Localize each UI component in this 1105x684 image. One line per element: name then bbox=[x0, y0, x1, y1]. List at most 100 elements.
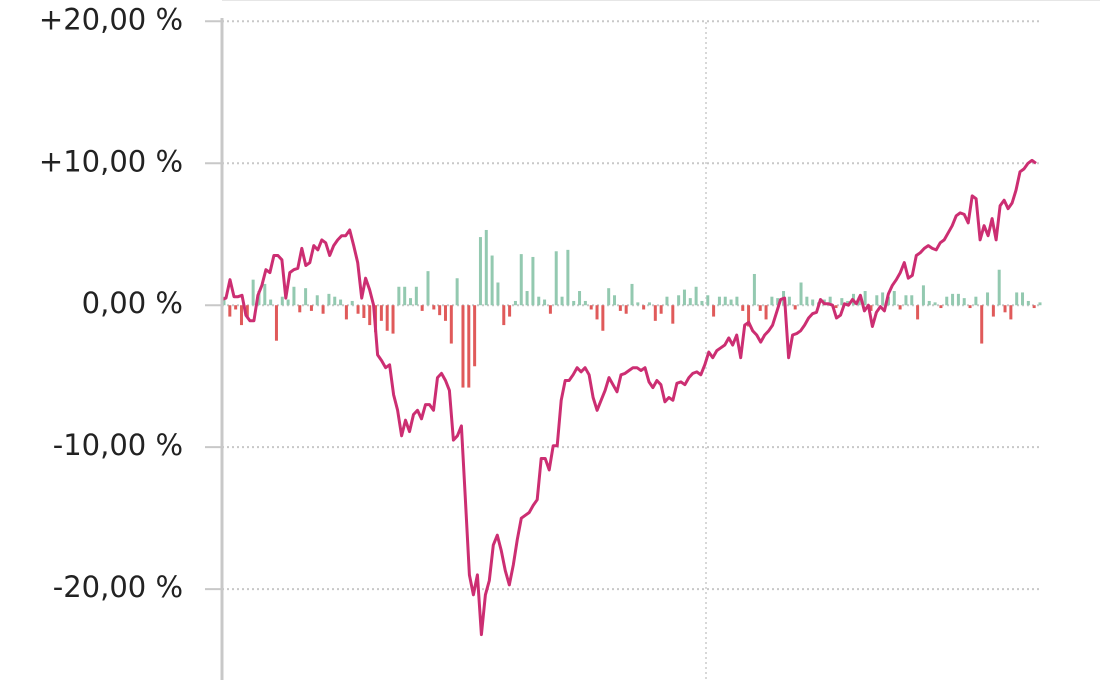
bar bbox=[805, 296, 809, 306]
bar bbox=[368, 305, 372, 326]
bar bbox=[776, 298, 780, 306]
bar bbox=[997, 269, 1001, 306]
bar bbox=[362, 305, 366, 318]
bar bbox=[968, 305, 972, 309]
bar bbox=[659, 305, 663, 314]
bar bbox=[274, 305, 278, 341]
bar bbox=[933, 302, 937, 306]
bar bbox=[717, 296, 721, 306]
bar bbox=[1026, 300, 1030, 306]
bar bbox=[840, 298, 844, 306]
bar bbox=[397, 286, 401, 306]
bar bbox=[618, 305, 622, 311]
bar bbox=[228, 305, 232, 317]
bar bbox=[677, 295, 681, 306]
bar bbox=[554, 251, 558, 306]
bar bbox=[752, 273, 756, 306]
bar bbox=[904, 295, 908, 306]
bar bbox=[449, 305, 453, 344]
bar bbox=[729, 299, 733, 306]
bar bbox=[653, 305, 657, 321]
y-tick-label: -10,00 % bbox=[53, 428, 183, 462]
bar bbox=[881, 292, 885, 306]
bar bbox=[694, 286, 698, 306]
bar bbox=[298, 305, 302, 313]
bar bbox=[566, 249, 570, 306]
bar bbox=[706, 295, 710, 306]
bar bbox=[764, 305, 768, 320]
bar bbox=[636, 302, 640, 306]
bar bbox=[1032, 305, 1036, 309]
bar bbox=[787, 296, 791, 306]
bar bbox=[333, 296, 337, 306]
bar bbox=[339, 299, 343, 306]
bar bbox=[747, 305, 751, 327]
bar bbox=[980, 305, 984, 344]
bar bbox=[770, 296, 774, 306]
bar bbox=[647, 302, 651, 306]
bar bbox=[741, 305, 745, 311]
bar bbox=[490, 255, 494, 306]
bar bbox=[379, 305, 383, 321]
bar bbox=[700, 300, 704, 306]
bar bbox=[607, 288, 611, 306]
bar bbox=[344, 305, 348, 320]
bar bbox=[991, 305, 995, 317]
bar bbox=[921, 285, 925, 306]
bar bbox=[525, 291, 529, 306]
bar bbox=[974, 296, 978, 306]
bar bbox=[548, 305, 552, 314]
bar bbox=[519, 254, 523, 306]
y-tick-label: -20,00 % bbox=[53, 570, 183, 604]
bar bbox=[898, 305, 902, 310]
bar bbox=[455, 278, 459, 306]
bar bbox=[315, 295, 319, 306]
bar bbox=[304, 288, 308, 306]
bar bbox=[869, 305, 873, 311]
bar bbox=[927, 300, 931, 306]
bar bbox=[461, 305, 465, 388]
bar bbox=[916, 305, 920, 320]
y-tick-label: 0,00 % bbox=[82, 286, 183, 320]
line bbox=[221, 158, 1037, 637]
bar bbox=[589, 305, 593, 310]
bar bbox=[403, 286, 407, 306]
bar bbox=[327, 293, 331, 306]
bar bbox=[846, 300, 850, 306]
bar bbox=[665, 296, 669, 306]
bar bbox=[560, 296, 564, 306]
bars bbox=[222, 229, 1042, 388]
bar bbox=[583, 300, 587, 306]
bar bbox=[502, 305, 506, 326]
y-tick-label: +10,00 % bbox=[39, 144, 183, 178]
bar bbox=[239, 305, 243, 326]
bar bbox=[438, 305, 442, 316]
bar bbox=[467, 305, 471, 388]
bar bbox=[910, 295, 914, 306]
bar bbox=[875, 295, 879, 306]
bar bbox=[280, 296, 284, 306]
bar bbox=[321, 305, 325, 314]
bar bbox=[572, 300, 576, 306]
bar bbox=[723, 296, 727, 306]
bar bbox=[478, 237, 482, 306]
bar bbox=[834, 305, 838, 309]
bar bbox=[578, 291, 582, 306]
bar bbox=[986, 292, 990, 306]
bar bbox=[735, 296, 739, 306]
bar bbox=[962, 298, 966, 306]
bar bbox=[513, 300, 517, 306]
bar bbox=[531, 256, 535, 306]
bar bbox=[601, 305, 605, 331]
bar bbox=[682, 289, 686, 306]
bar bbox=[613, 295, 617, 306]
bar bbox=[712, 305, 716, 317]
bar bbox=[758, 305, 762, 311]
bar bbox=[432, 305, 436, 310]
bar bbox=[537, 296, 541, 306]
bar bbox=[642, 305, 646, 310]
bar bbox=[799, 282, 803, 306]
bar bbox=[624, 305, 628, 314]
bar bbox=[443, 305, 447, 321]
bar bbox=[1021, 292, 1025, 306]
